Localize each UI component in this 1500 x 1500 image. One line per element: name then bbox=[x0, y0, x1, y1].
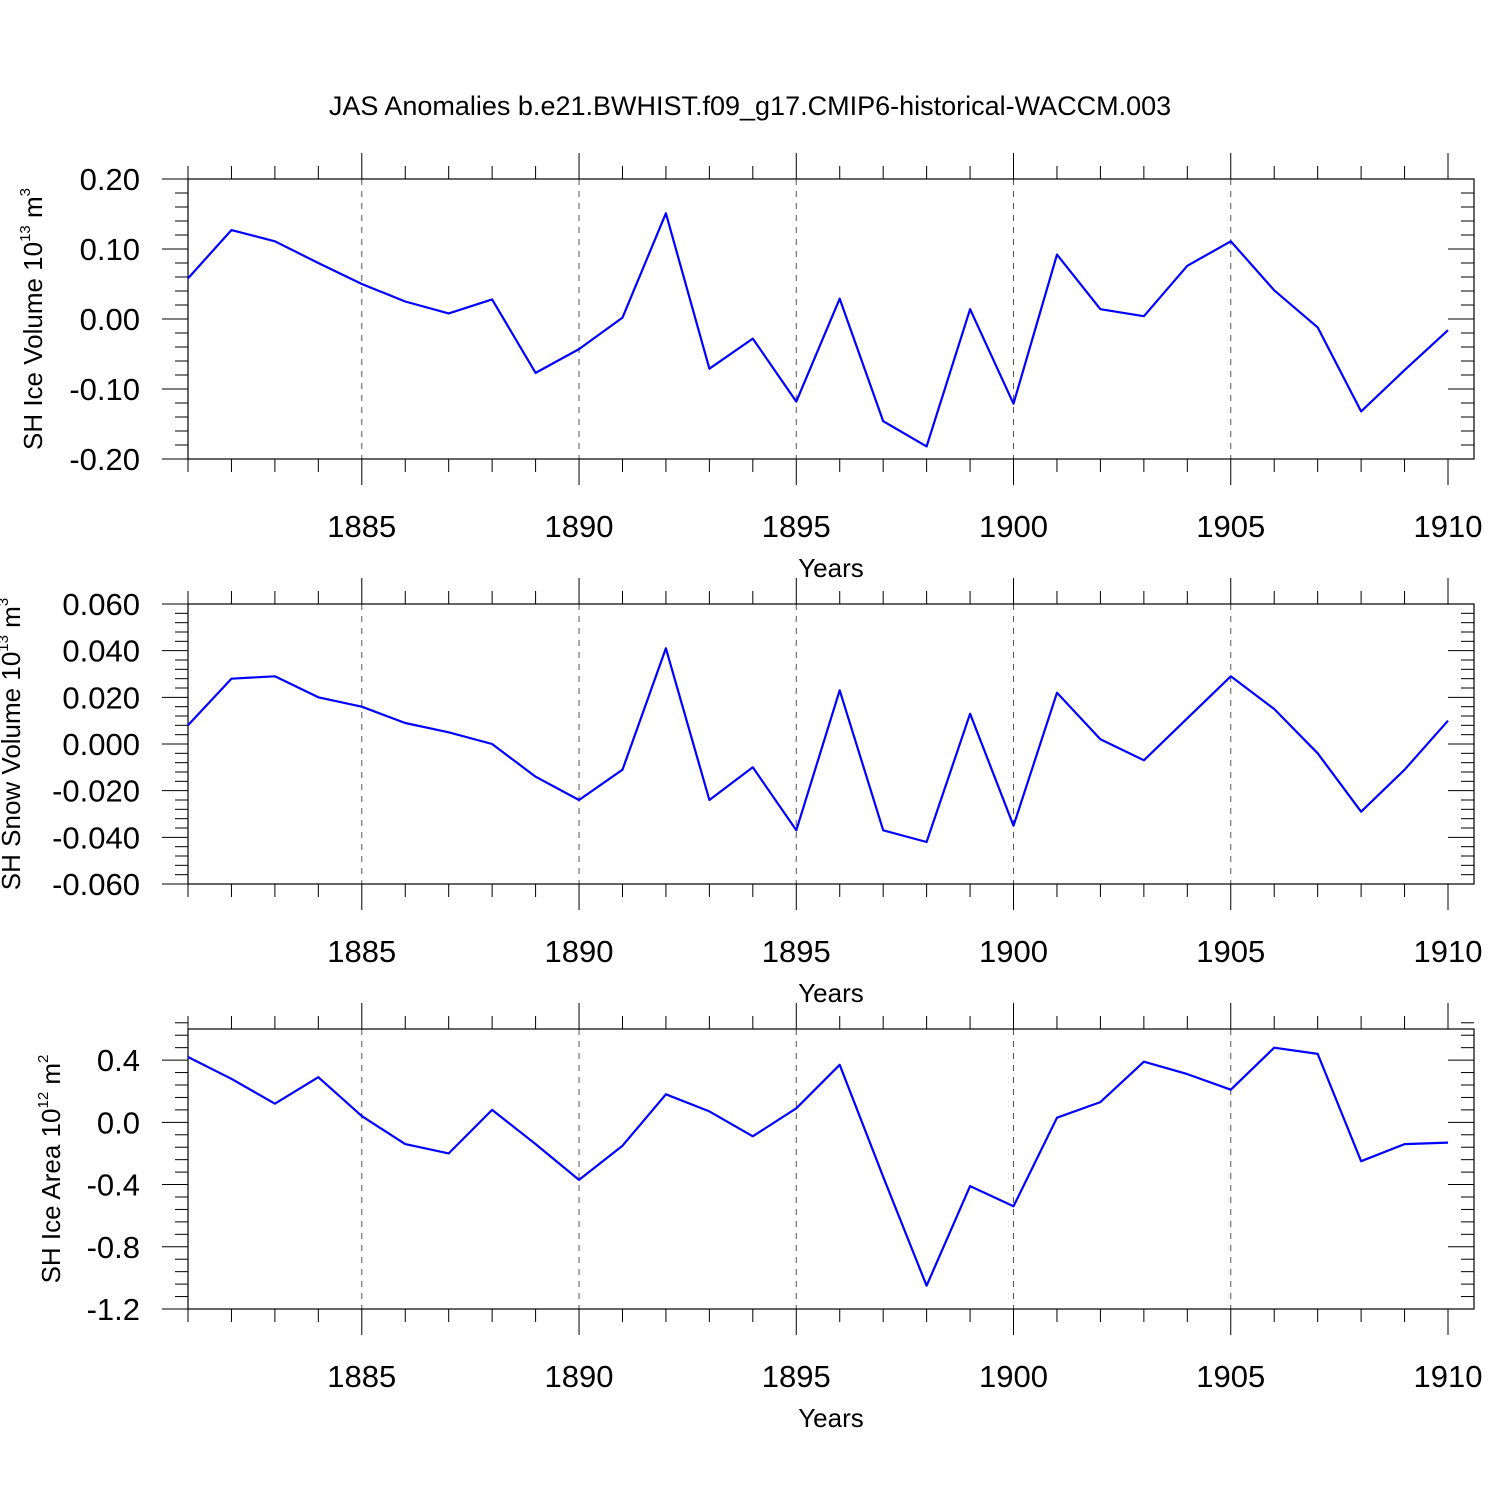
x-tick-label: 1910 bbox=[1414, 1359, 1483, 1394]
x-tick-label: 1900 bbox=[979, 934, 1048, 969]
x-axis-label: Years bbox=[798, 553, 864, 583]
y-tick-label: 0.000 bbox=[62, 727, 140, 762]
y-tick-label: 0.0 bbox=[97, 1105, 140, 1140]
y-axis-label: SH Ice Volume 1013 m3 bbox=[17, 188, 48, 450]
y-tick-label: -0.040 bbox=[52, 820, 140, 855]
y-tick-label: 0.00 bbox=[80, 302, 140, 337]
figure-title: JAS Anomalies b.e21.BWHIST.f09_g17.CMIP6… bbox=[329, 91, 1171, 121]
y-tick-label: -1.2 bbox=[87, 1292, 140, 1327]
y-tick-label: 0.10 bbox=[80, 232, 140, 267]
chart-panel-1: 0.20 0.10 0.00 -0.10 -0.20 1885 1890 1895 1900 19… bbox=[17, 153, 1482, 583]
x-axis-label: Years bbox=[798, 978, 864, 1008]
x-tick-label: 1885 bbox=[327, 509, 396, 544]
plot-frame bbox=[187, 1028, 1475, 1310]
x-tick-label: 1895 bbox=[762, 934, 831, 969]
panels: 0.20 0.10 0.00 -0.10 -0.20 1885 1890 1895 1900 19… bbox=[0, 153, 1482, 1433]
x-tick-label: 1895 bbox=[762, 1359, 831, 1394]
x-tick-label: 1905 bbox=[1196, 934, 1265, 969]
y-axis-label: SH Ice Area 1012 m2 bbox=[35, 1055, 66, 1284]
chart-panel-3: 0.4 0.0 -0.4 -0.8 -1.2 1885 1890 1895 1900 1905 19… bbox=[35, 1003, 1482, 1433]
x-tick-label: 1895 bbox=[762, 509, 831, 544]
x-tick-label: 1885 bbox=[327, 1359, 396, 1394]
x-axis-label: Years bbox=[798, 1403, 864, 1433]
y-tick-label: -0.8 bbox=[87, 1230, 140, 1265]
plot-frame bbox=[187, 603, 1475, 885]
x-tick-label: 1900 bbox=[979, 509, 1048, 544]
series-line bbox=[187, 647, 1449, 844]
series-line bbox=[187, 212, 1449, 448]
y-tick-label: 0.4 bbox=[97, 1043, 140, 1078]
y-tick-label: 0.040 bbox=[62, 634, 140, 669]
series-line bbox=[187, 1046, 1449, 1287]
x-tick-label: 1905 bbox=[1196, 509, 1265, 544]
y-tick-label: -0.10 bbox=[69, 372, 140, 407]
y-tick-label: -0.060 bbox=[52, 867, 140, 902]
y-tick-label: 0.20 bbox=[80, 162, 140, 197]
y-tick-label: 0.020 bbox=[62, 680, 140, 715]
x-tick-label: 1910 bbox=[1414, 509, 1483, 544]
x-tick-label: 1890 bbox=[545, 934, 614, 969]
y-axis-label: SH Snow Volume 1013 m3 bbox=[0, 598, 26, 890]
x-tick-label: 1910 bbox=[1414, 934, 1483, 969]
y-tick-label: -0.4 bbox=[87, 1168, 140, 1203]
x-tick-label: 1905 bbox=[1196, 1359, 1265, 1394]
y-tick-label: -0.020 bbox=[52, 774, 140, 809]
x-tick-label: 1890 bbox=[545, 509, 614, 544]
x-tick-label: 1900 bbox=[979, 1359, 1048, 1394]
x-tick-label: 1885 bbox=[327, 934, 396, 969]
x-tick-label: 1890 bbox=[545, 1359, 614, 1394]
chart-panel-2: 0.060 0.040 0.020 0.000 -0.020 -0.040 -0.060 18… bbox=[0, 578, 1482, 1008]
y-tick-label: -0.20 bbox=[69, 442, 140, 477]
y-tick-label: 0.060 bbox=[62, 587, 140, 622]
